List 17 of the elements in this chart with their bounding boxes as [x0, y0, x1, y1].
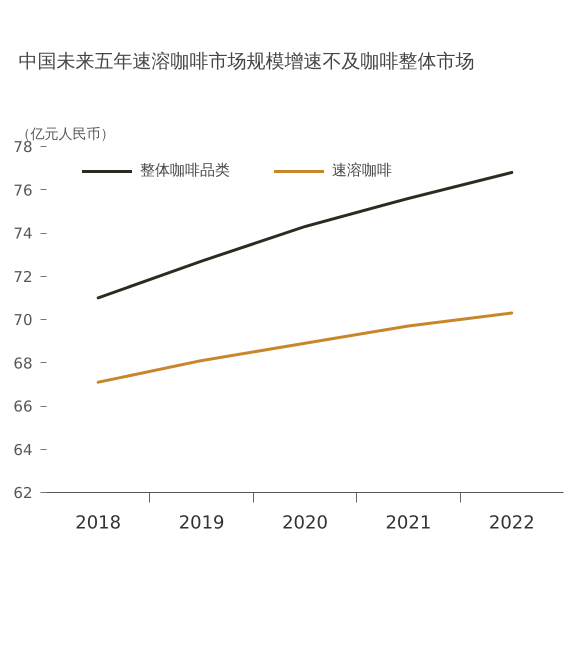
y-tick-label: 72 — [13, 268, 33, 286]
y-tick-label: 62 — [13, 484, 33, 502]
y-tick-label: 76 — [13, 181, 33, 200]
x-tick-label: 2019 — [178, 512, 225, 534]
legend-label: 整体咖啡品类 — [140, 161, 230, 180]
x-tick-label: 2020 — [282, 512, 328, 534]
line-series — [96, 312, 514, 384]
y-tick-label: 66 — [13, 398, 33, 416]
x-tick-label: 2022 — [488, 512, 535, 534]
y-tick-label: 64 — [13, 440, 33, 459]
y-tick-label: 70 — [13, 311, 33, 329]
x-tick-label: 2021 — [385, 512, 432, 534]
x-tick-label: 2018 — [75, 512, 122, 534]
y-tick-label: 74 — [13, 224, 33, 242]
y-tick-label: 68 — [13, 354, 33, 372]
chart-title: 中国未来五年速溶咖啡市场规模增速不及咖啡整体市场 — [18, 50, 474, 72]
legend-label: 速溶咖啡 — [332, 161, 392, 180]
